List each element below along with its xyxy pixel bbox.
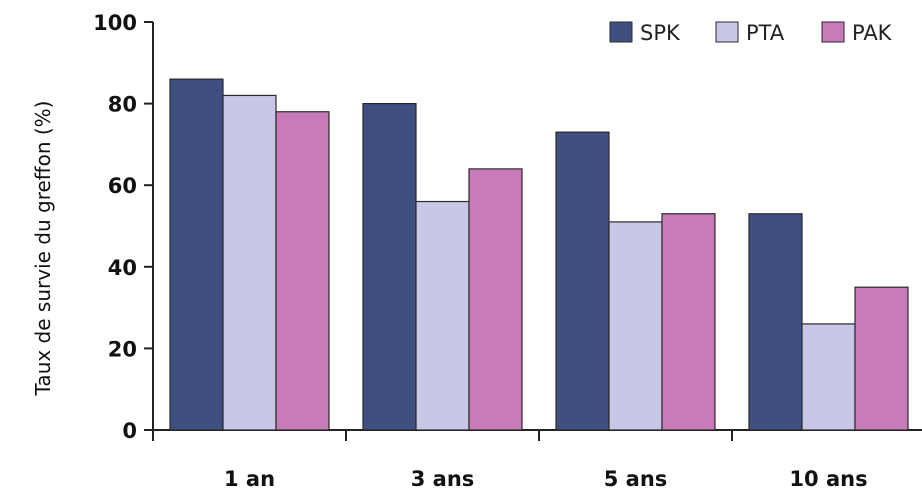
x-category-label: 3 ans <box>411 467 475 491</box>
legend-swatch-pak <box>821 21 845 43</box>
bar-pta-3 <box>801 323 856 431</box>
bar-pak-1 <box>468 168 523 431</box>
bar-spk-2 <box>555 131 610 431</box>
x-category-label: 10 ans <box>789 467 867 491</box>
legend-swatch-pta <box>715 21 739 43</box>
y-tick-label: 0 <box>122 419 137 443</box>
y-tick-label: 20 <box>108 337 137 361</box>
x-category-label: 5 ans <box>604 467 668 491</box>
y-tick-label: 100 <box>93 11 137 35</box>
bar-spk-0 <box>169 78 224 431</box>
legend: SPK PTA PAK <box>609 21 893 45</box>
bar-spk-1 <box>362 102 417 431</box>
bar-pta-2 <box>608 221 663 431</box>
bar-spk-3 <box>748 213 803 431</box>
y-tick-label: 40 <box>108 256 137 280</box>
bar-pta-0 <box>222 94 277 431</box>
y-axis: 0 20 40 60 80 100 <box>93 11 154 443</box>
bar-pta-1 <box>415 200 470 431</box>
bar-pak-0 <box>275 111 330 431</box>
legend-swatch-spk <box>609 21 633 43</box>
x-axis: 1 an 3 ans 5 ans 10 ans <box>152 429 922 491</box>
x-category-label: 1 an <box>224 467 275 491</box>
y-tick-label: 80 <box>108 93 137 117</box>
bar-pak-3 <box>854 286 909 431</box>
bars-group <box>169 78 909 431</box>
y-axis-title: Taux de survie du greffon (%) <box>31 101 55 397</box>
legend-label-spk: SPK <box>640 21 681 45</box>
bar-pak-2 <box>661 213 716 431</box>
legend-label-pta: PTA <box>746 21 785 45</box>
y-tick-label: 60 <box>108 174 137 198</box>
legend-label-pak: PAK <box>852 21 893 45</box>
